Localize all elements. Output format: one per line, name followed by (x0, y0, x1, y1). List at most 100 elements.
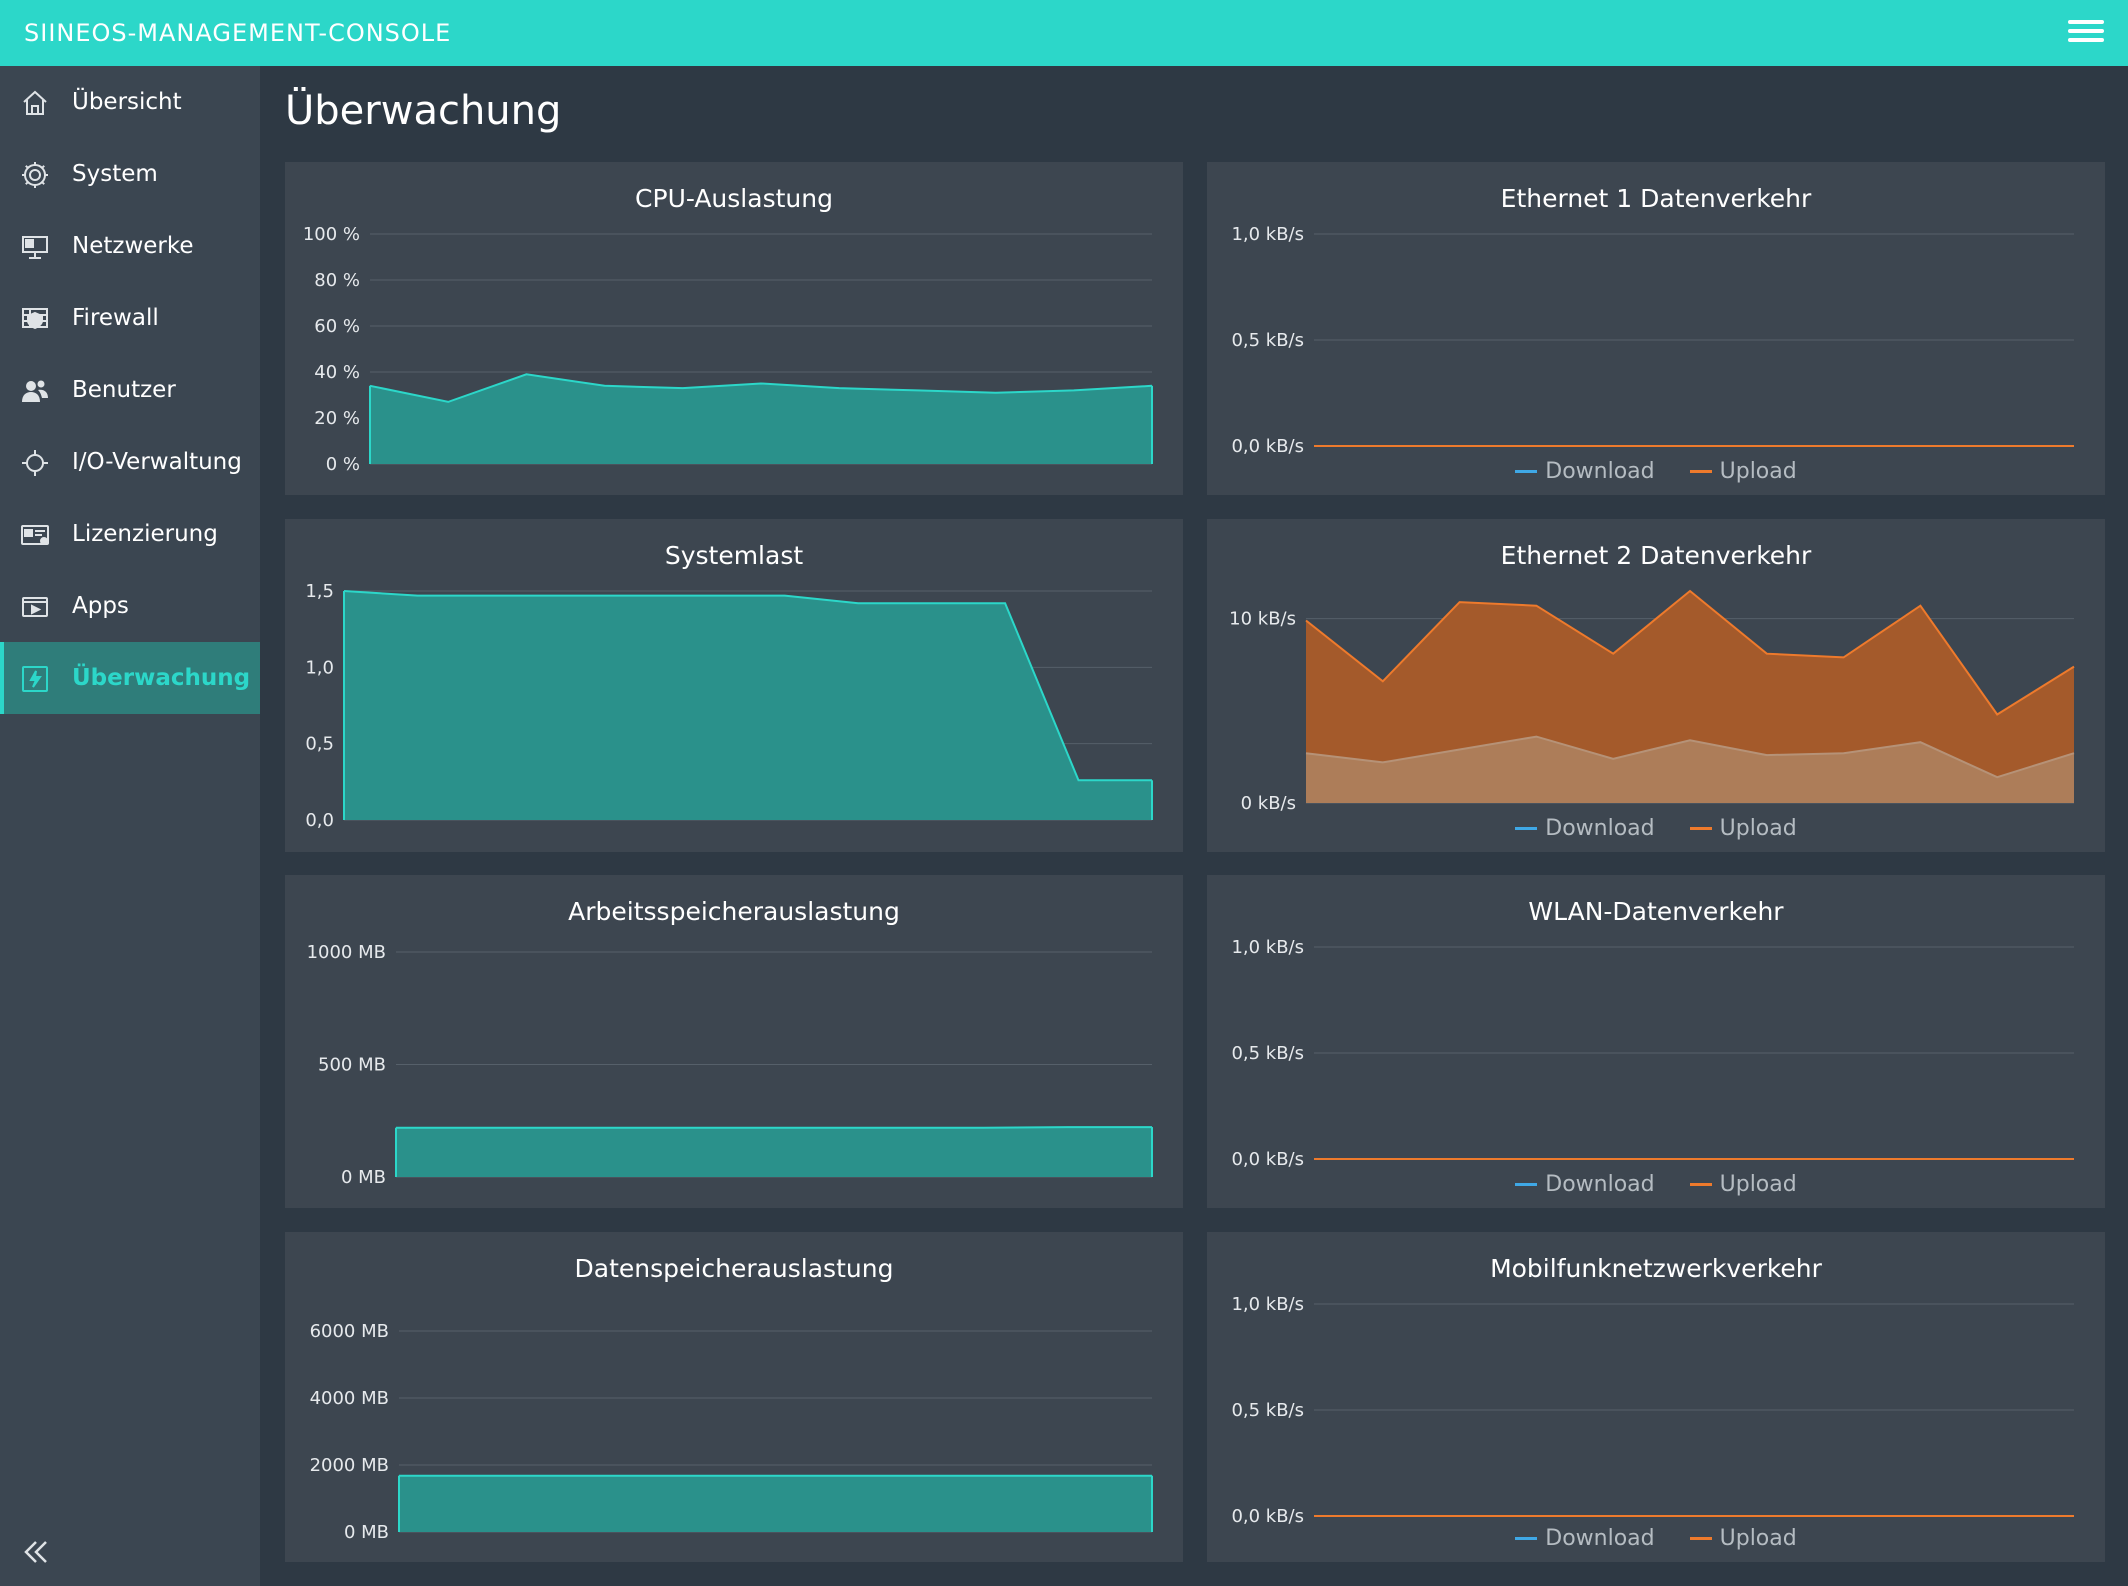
legend-item-upload[interactable]: Upload (1689, 1172, 1797, 1197)
card-title: Ethernet 2 Datenverkehr (1500, 541, 1812, 570)
storage-usage-chart: 0 MB 2000 MB 4000 MB 6000 MB (310, 1321, 1153, 1543)
y-tick-label: 0,5 kB/s (1231, 330, 1304, 351)
y-tick-label: 60 % (314, 316, 360, 337)
gear-icon (22, 162, 48, 188)
double-chevron-left-icon[interactable] (20, 1536, 52, 1568)
storage-usage-card: Datenspeicherauslastung 0 MB 2000 MB 4000 … (285, 1232, 1183, 1562)
sidebar-item-io-verwaltung[interactable]: I/O-Verwaltung (0, 426, 260, 498)
legend-item-upload[interactable]: Upload (1689, 816, 1797, 841)
card-title: Datenspeicherauslastung (574, 1254, 894, 1283)
mobile-traffic-card: Mobilfunknetzwerkverkehr 0,0 kB/s 0,5 kB/… (1207, 1232, 2105, 1562)
y-tick-label: 1,0 kB/s (1231, 224, 1304, 245)
home-icon (23, 90, 47, 115)
ethernet1-traffic-card: Ethernet 1 Datenverkehr 0,0 kB/s 0,5 kB/s… (1207, 162, 2105, 495)
sidebar-item-label: Netzwerke (72, 233, 194, 259)
sidebar-item-system[interactable]: System (0, 138, 260, 210)
y-tick-label: 0,0 kB/s (1231, 1506, 1304, 1527)
y-tick-label: 40 % (314, 362, 360, 383)
y-tick-label: 0,0 (305, 810, 334, 831)
y-tick-label: 0,5 kB/s (1231, 1043, 1304, 1064)
chart-legend: Download Upload (1207, 1521, 2105, 1551)
sidebar-item-label: Lizenzierung (72, 521, 218, 547)
card-title: Arbeitsspeicherauslastung (568, 897, 900, 926)
legend-item-upload[interactable]: Upload (1689, 459, 1797, 484)
series-line (343, 590, 1152, 782)
cpu-usage-chart: 0 % 20 % 40 % 60 % 80 % 100 % (303, 224, 1153, 475)
users-icon (22, 380, 48, 402)
legend-item-download[interactable]: Download (1515, 459, 1655, 484)
memory-usage-chart: 0 MB 500 MB 1000 MB (307, 942, 1153, 1188)
card-title: CPU-Auslastung (635, 184, 833, 213)
sidebar-item-label: System (72, 161, 158, 187)
mobile-traffic-chart: 0,0 kB/s 0,5 kB/s 1,0 kB/s (1231, 1294, 2074, 1527)
system-load-card: Systemlast 0,0 0,5 1,0 1,5 (285, 519, 1183, 852)
license-card-icon (21, 525, 49, 545)
y-tick-label: 1,0 (305, 657, 334, 678)
hamburger-menu-icon[interactable] (2068, 15, 2104, 51)
cpu-usage-card: CPU-Auslastung 0 % 20 % 40 % 60 % 80 % 100 % (285, 162, 1183, 495)
y-tick-label: 1,0 kB/s (1231, 937, 1304, 958)
wlan-traffic-card: WLAN-Datenverkehr 0,0 kB/s 0,5 kB/s 1,0 kB… (1207, 875, 2105, 1208)
y-tick-label: 1000 MB (307, 942, 386, 963)
wlan-traffic-chart: 0,0 kB/s 0,5 kB/s 1,0 kB/s (1231, 937, 2074, 1170)
series-area (396, 1127, 1152, 1177)
legend-item-upload[interactable]: Upload (1689, 1526, 1797, 1551)
card-title: Ethernet 1 Datenverkehr (1500, 184, 1812, 213)
y-tick-label: 1,0 kB/s (1231, 1294, 1304, 1315)
sidebar-item-benutzer[interactable]: Benutzer (0, 354, 260, 426)
series-line (369, 373, 1153, 403)
y-tick-label: 0,5 (305, 734, 334, 755)
y-tick-label: 0 % (326, 454, 360, 475)
series-area (344, 591, 1152, 820)
sidebar-item-netzwerke[interactable]: Netzwerke (0, 210, 260, 282)
y-tick-label: 6000 MB (310, 1321, 389, 1342)
y-tick-label: 1,5 (305, 581, 334, 602)
card-title: WLAN-Datenverkehr (1528, 897, 1784, 926)
y-tick-label: 80 % (314, 270, 360, 291)
sidebar: Übersicht System Netzwerke Firewall Benu… (0, 66, 260, 1586)
y-tick-label: 20 % (314, 408, 360, 429)
io-icon (22, 450, 48, 476)
y-tick-label: 0 MB (341, 1167, 386, 1188)
y-tick-label: 4000 MB (310, 1388, 389, 1409)
y-tick-label: 0 kB/s (1241, 793, 1296, 814)
top-bar: SIINEOS-MANAGEMENT-CONSOLE (0, 0, 2128, 66)
series-line-upload (1305, 589, 2075, 716)
legend-item-download[interactable]: Download (1515, 816, 1655, 841)
sidebar-item-ueberwachung[interactable]: Überwachung (0, 642, 260, 714)
chart-legend: Download Upload (1207, 454, 2105, 484)
ethernet2-traffic-card: Ethernet 2 Datenverkehr 0 kB/s 10 kB/s Do… (1207, 519, 2105, 852)
series-area-download (1306, 736, 2074, 803)
chart-legend: Download Upload (1207, 1167, 2105, 1197)
system-load-chart: 0,0 0,5 1,0 1,5 (305, 581, 1153, 831)
sidebar-item-label: Übersicht (72, 89, 182, 115)
y-tick-label: 500 MB (318, 1055, 386, 1076)
chart-legend: Download Upload (1207, 811, 2105, 841)
series-line-download (1305, 735, 2075, 779)
apps-icon (22, 597, 48, 617)
memory-usage-card: Arbeitsspeicherauslastung 0 MB 500 MB 1000… (285, 875, 1183, 1208)
sidebar-item-apps[interactable]: Apps (0, 570, 260, 642)
y-tick-label: 100 % (303, 224, 360, 245)
ethernet1-traffic-chart: 0,0 kB/s 0,5 kB/s 1,0 kB/s (1231, 224, 2074, 457)
legend-item-download[interactable]: Download (1515, 1526, 1655, 1551)
sidebar-item-firewall[interactable]: Firewall (0, 282, 260, 354)
sidebar-item-label: I/O-Verwaltung (72, 449, 242, 475)
firewall-icon (22, 308, 48, 330)
y-tick-label: 0,0 kB/s (1231, 436, 1304, 457)
card-title: Mobilfunknetzwerkverkehr (1490, 1254, 1822, 1283)
y-tick-label: 0 MB (344, 1522, 389, 1543)
series-area (370, 374, 1152, 464)
monitor-network-icon (22, 236, 48, 259)
sidebar-item-label: Überwachung (72, 665, 251, 691)
legend-item-download[interactable]: Download (1515, 1172, 1655, 1197)
app-title: SIINEOS-MANAGEMENT-CONSOLE (24, 19, 452, 47)
page-title: Überwachung (285, 88, 562, 134)
sidebar-item-uebersicht[interactable]: Übersicht (0, 66, 260, 138)
y-tick-label: 0,0 kB/s (1231, 1149, 1304, 1170)
sidebar-item-lizenzierung[interactable]: Lizenzierung (0, 498, 260, 570)
sidebar-item-label: Apps (72, 593, 129, 619)
monitoring-icon (22, 666, 48, 692)
sidebar-item-label: Benutzer (72, 377, 176, 403)
ethernet2-traffic-chart: 0 kB/s 10 kB/s (1229, 589, 2075, 814)
